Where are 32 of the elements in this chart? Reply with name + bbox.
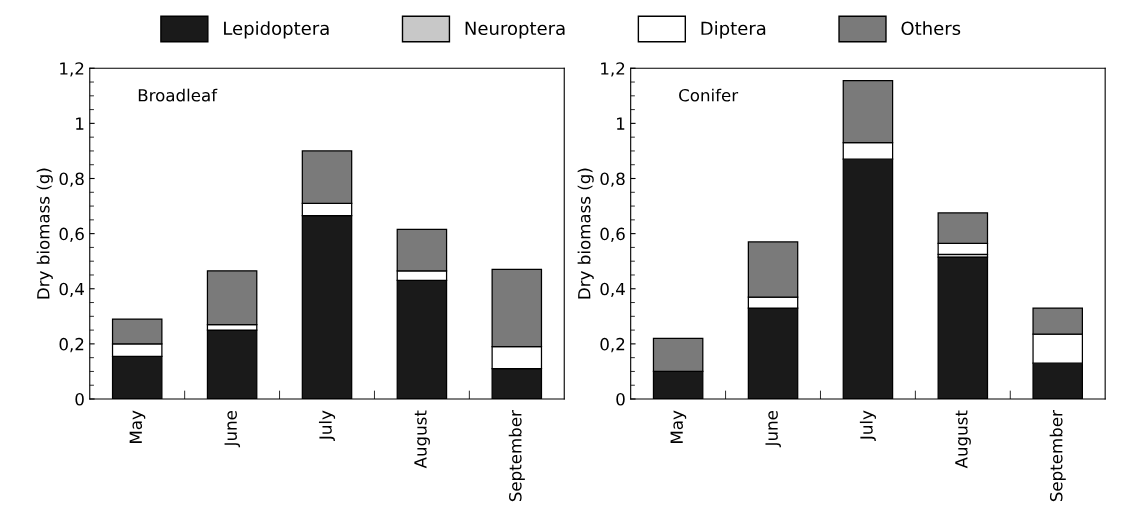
y-axis-title: Dry biomass (g)	[577, 168, 594, 299]
y-tick-label: 0,4	[600, 282, 625, 298]
annotation: Broadleaf	[138, 88, 218, 102]
y-tick-label: 0,2	[59, 337, 84, 353]
y-tick-label: 0,8	[59, 172, 84, 187]
legend-label: Others	[901, 21, 961, 36]
x-tick-label: June	[765, 411, 781, 448]
y-axis-title: Dry biomass (g)	[36, 168, 53, 299]
y-tick-label: 0,8	[600, 172, 625, 187]
x-tick-label: August	[414, 410, 430, 469]
legend-label: Neuroptera	[465, 21, 565, 39]
annotation: Conifer	[679, 88, 739, 102]
y-tick-label: 0,2	[600, 337, 625, 353]
y-tick-label: 1	[617, 117, 625, 130]
x-tick-label: July	[318, 410, 336, 441]
x-tick-label: May	[129, 410, 146, 443]
y-tick-label: 0	[75, 392, 84, 406]
x-tick-label: June	[224, 411, 241, 448]
y-tick-label: 1	[76, 117, 84, 130]
x-tick-label: September	[508, 410, 525, 502]
y-tick-label: 0,6	[600, 227, 625, 242]
x-tick-label: September	[1049, 410, 1066, 502]
y-tick-label: 1,2	[601, 62, 625, 77]
x-tick-label: July	[859, 410, 876, 441]
legend-label: Lepidoptera	[224, 21, 329, 39]
x-tick-label: August	[955, 410, 971, 469]
y-tick-label: 0	[616, 392, 625, 406]
y-tick-label: 0,6	[59, 227, 84, 242]
y-tick-label: 0,4	[59, 282, 84, 298]
legend-label: Diptera	[701, 21, 766, 39]
y-tick-label: 1,2	[60, 62, 84, 77]
x-tick-label: May	[670, 410, 687, 443]
